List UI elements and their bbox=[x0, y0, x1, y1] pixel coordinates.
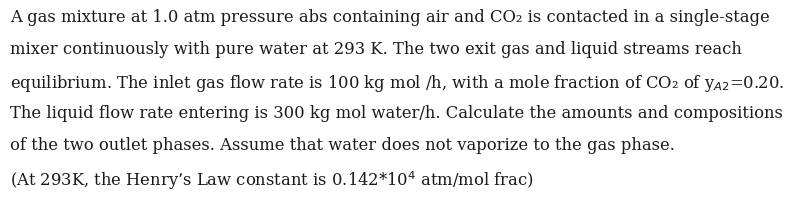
Text: The liquid flow rate entering is 300 kg mol water/h. Calculate the amounts and c: The liquid flow rate entering is 300 kg … bbox=[10, 105, 782, 122]
Text: (At 293K, the Henry’s Law constant is 0.142*10$^{4}$ atm/mol frac): (At 293K, the Henry’s Law constant is 0.… bbox=[10, 169, 533, 191]
Text: equilibrium. The inlet gas flow rate is 100 kg mol /h, with a mole fraction of C: equilibrium. The inlet gas flow rate is … bbox=[10, 73, 783, 94]
Text: of the two outlet phases. Assume that water does not vaporize to the gas phase.: of the two outlet phases. Assume that wa… bbox=[10, 137, 674, 154]
Text: mixer continuously with pure water at 293 K. The two exit gas and liquid streams: mixer continuously with pure water at 29… bbox=[10, 41, 740, 58]
Text: A gas mixture at 1.0 atm pressure abs containing air and CO₂ is contacted in a s: A gas mixture at 1.0 atm pressure abs co… bbox=[10, 9, 769, 26]
